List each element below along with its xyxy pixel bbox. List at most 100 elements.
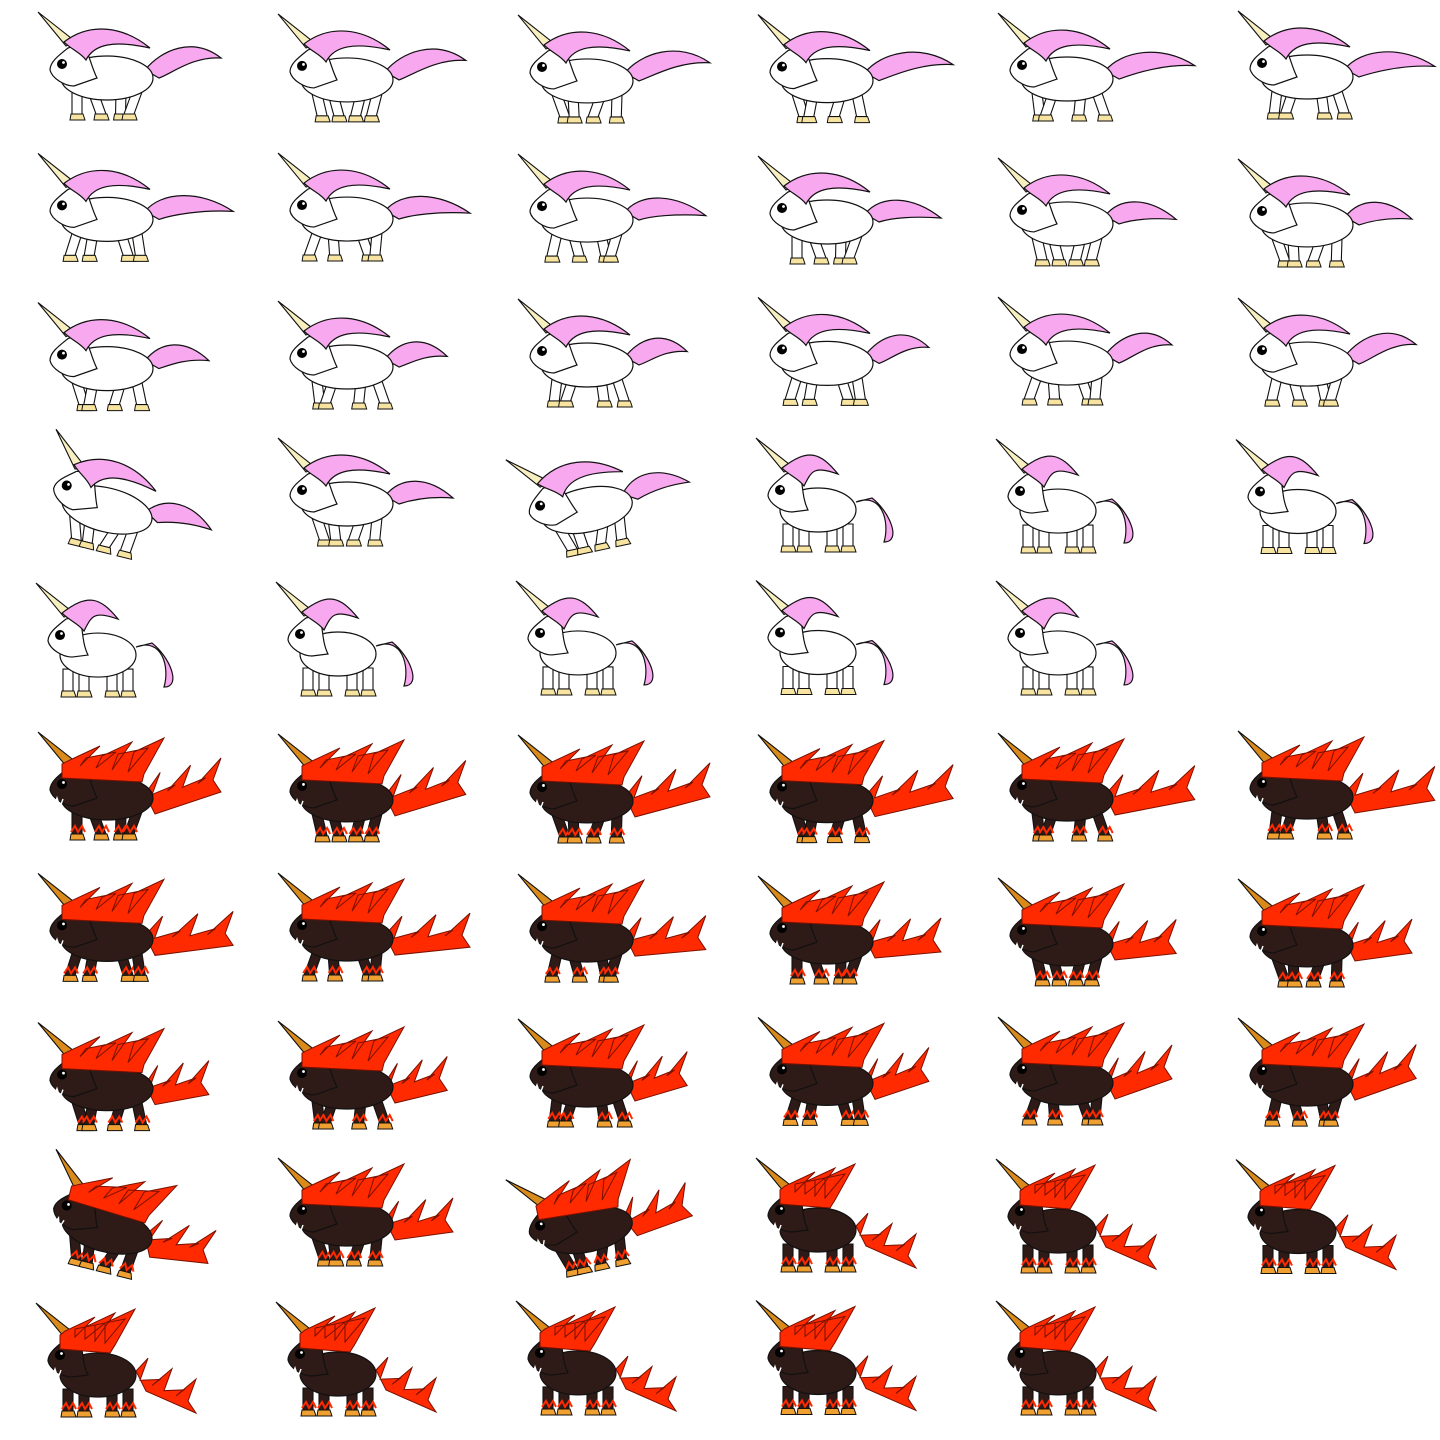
dark-fire-unicorn-sprite: [37, 1022, 210, 1132]
dark-fire-unicorn-run-frame: [480, 720, 720, 864]
white-unicorn-idle-frame: [960, 432, 1200, 576]
dark-fire-unicorn-run-frame: [0, 864, 240, 1008]
dark-fire-unicorn-sprite: [995, 1158, 1158, 1274]
dark-fire-unicorn-sprite: [1235, 1159, 1398, 1274]
white-unicorn-jump-frame: [0, 428, 240, 576]
dark-fire-unicorn-idle-frame: [0, 1296, 240, 1440]
white-unicorn-run-frame: [0, 0, 240, 144]
white-unicorn-run-frame: [1200, 0, 1440, 144]
white-unicorn-sprite: [997, 296, 1174, 406]
dark-fire-unicorn-run-frame: [960, 1008, 1200, 1152]
white-unicorn-sprite: [275, 581, 414, 697]
white-unicorn-idle-frame: [720, 432, 960, 576]
dark-fire-unicorn-run-frame: [1200, 720, 1440, 864]
dark-fire-unicorn-idle-frame: [240, 1296, 480, 1440]
dark-fire-unicorn-sprite: [1237, 1017, 1417, 1127]
white-unicorn-run-frame: [720, 144, 960, 288]
white-unicorn-sprite: [997, 157, 1179, 267]
dark-fire-unicorn-sprite: [997, 877, 1178, 987]
white-unicorn-sprite: [995, 438, 1134, 554]
white-unicorn-jump-frame: [480, 432, 720, 576]
white-unicorn-run-frame: [960, 288, 1200, 432]
white-unicorn-sprite: [1235, 439, 1374, 554]
white-unicorn-run-frame: [1200, 288, 1440, 432]
white-unicorn-run-frame: [240, 288, 480, 432]
dark-fire-unicorn-idle-frame: [960, 1152, 1200, 1296]
dark-fire-unicorn-idle-frame: [720, 1296, 960, 1440]
white-unicorn-run-frame: [240, 144, 480, 288]
white-unicorn-sprite: [1237, 10, 1437, 120]
dark-fire-unicorn-run-frame: [480, 864, 720, 1008]
dark-fire-unicorn-sprite: [517, 873, 707, 983]
white-unicorn-run-frame: [0, 288, 240, 432]
dark-fire-unicorn-sprite: [757, 1016, 930, 1126]
dark-fire-unicorn-run-frame: [720, 720, 960, 864]
dark-fire-unicorn-sprite: [995, 1300, 1158, 1416]
dark-fire-unicorn-sprite: [277, 1020, 449, 1130]
dark-fire-unicorn-sprite: [997, 1016, 1173, 1126]
white-unicorn-sprite: [757, 155, 943, 265]
dark-fire-unicorn-idle-frame: [1200, 1152, 1440, 1296]
white-unicorn-idle-frame: [960, 576, 1200, 720]
dark-fire-unicorn-sprite: [1237, 730, 1436, 840]
white-unicorn-idle-frame: [1200, 432, 1440, 576]
dark-fire-unicorn-run-frame: [960, 720, 1200, 864]
white-unicorn-sprite: [53, 428, 213, 561]
dark-fire-unicorn-sprite: [1237, 878, 1413, 988]
dark-fire-unicorn-sprite: [277, 872, 471, 982]
dark-fire-unicorn-sprite: [757, 734, 954, 844]
white-unicorn-sprite: [517, 14, 713, 124]
dark-fire-unicorn-run-frame: [240, 864, 480, 1008]
white-unicorn-run-frame: [720, 288, 960, 432]
white-unicorn-run-frame: [480, 0, 720, 144]
dark-fire-unicorn-run-frame: [960, 864, 1200, 1008]
dark-fire-unicorn-sprite: [275, 1301, 438, 1417]
white-unicorn-sprite: [757, 14, 956, 124]
white-unicorn-idle-frame: [720, 576, 960, 720]
dark-fire-unicorn-run-frame: [720, 1008, 960, 1152]
dark-fire-unicorn-sprite: [51, 1148, 217, 1281]
dark-fire-unicorn-run-frame: [1200, 1008, 1440, 1152]
white-unicorn-run-frame: [720, 0, 960, 144]
white-unicorn-sprite: [277, 437, 455, 547]
dark-fire-unicorn-run-frame: [240, 1008, 480, 1152]
dark-fire-unicorn-run-frame: [0, 720, 240, 864]
white-unicorn-sprite: [995, 580, 1134, 696]
dark-fire-unicorn-run-frame: [0, 1008, 240, 1152]
white-unicorn-sprite: [517, 153, 708, 263]
white-unicorn-sprite: [277, 13, 468, 123]
white-unicorn-run-frame: [1200, 144, 1440, 288]
dark-fire-unicorn-sprite: [757, 875, 942, 985]
dark-fire-unicorn-idle-frame: [480, 1296, 720, 1440]
white-unicorn-sprite: [755, 437, 894, 553]
dark-fire-unicorn-jump-frame: [480, 1152, 720, 1296]
dark-fire-unicorn-run-frame: [240, 720, 480, 864]
dark-fire-unicorn-run-frame: [720, 864, 960, 1008]
white-unicorn-sprite: [37, 152, 236, 262]
white-unicorn-sprite: [37, 11, 223, 121]
white-unicorn-run-frame: [240, 0, 480, 144]
dark-fire-unicorn-sprite: [37, 872, 234, 982]
dark-fire-unicorn-run-frame: [1200, 864, 1440, 1008]
dark-fire-unicorn-run-frame: [480, 1008, 720, 1152]
white-unicorn-sprite: [35, 582, 174, 698]
white-unicorn-idle-frame: [0, 576, 240, 720]
white-unicorn-run-frame: [960, 144, 1200, 288]
white-unicorn-jump-frame: [240, 432, 480, 576]
white-unicorn-sprite: [997, 12, 1197, 122]
white-unicorn-sprite: [757, 296, 931, 406]
white-unicorn-idle-frame: [240, 576, 480, 720]
dark-fire-unicorn-idle-frame: [960, 1296, 1200, 1440]
dark-fire-unicorn-idle-frame: [720, 1152, 960, 1296]
dark-fire-unicorn-sprite: [517, 1018, 689, 1128]
white-unicorn-sprite: [277, 152, 473, 262]
dark-fire-unicorn-sprite: [515, 1300, 678, 1416]
dark-fire-unicorn-sprite: [505, 1158, 694, 1278]
white-unicorn-run-frame: [0, 144, 240, 288]
white-unicorn-sprite: [517, 298, 689, 408]
white-unicorn-sprite: [1237, 297, 1419, 407]
white-unicorn-sprite: [37, 302, 211, 412]
dark-fire-unicorn-sprite: [37, 731, 222, 841]
white-unicorn-sprite: [1237, 158, 1414, 268]
